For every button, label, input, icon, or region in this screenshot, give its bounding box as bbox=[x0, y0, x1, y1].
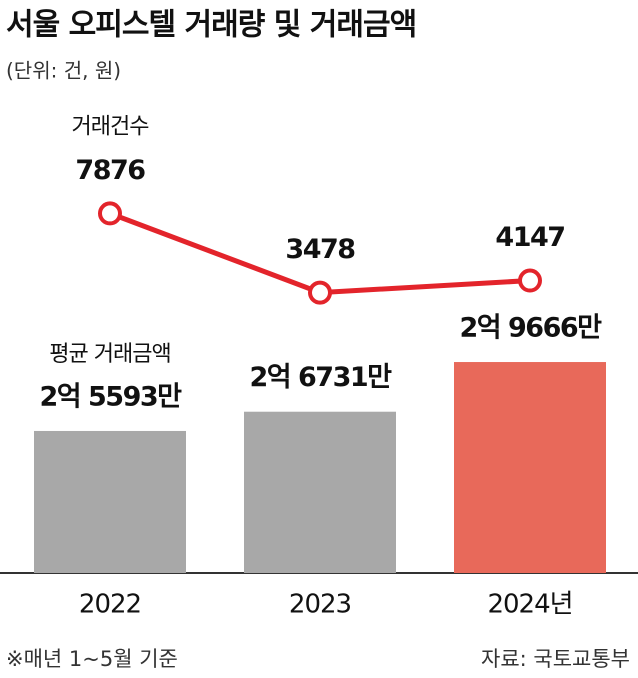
series-label: 거래건수 bbox=[72, 114, 150, 139]
value-label: 2억 6731만 bbox=[249, 362, 392, 393]
value-label: 4147 bbox=[495, 222, 564, 253]
note: ※매년 1~5월 기준 bbox=[6, 647, 178, 671]
x-tick-label: 2023 bbox=[289, 590, 351, 620]
bar bbox=[34, 430, 186, 573]
chart-subtitle: (단위: 건, 원) bbox=[6, 59, 121, 83]
value-label: 3478 bbox=[285, 234, 355, 265]
value-label: 7876 bbox=[75, 155, 145, 186]
bar bbox=[244, 411, 396, 573]
value-label: 2억 5593만 bbox=[39, 381, 182, 412]
source: 자료: 국토교통부 bbox=[481, 647, 630, 671]
value-label: 2억 9666만 bbox=[459, 313, 602, 344]
line-marker bbox=[518, 268, 542, 293]
line-marker bbox=[98, 201, 122, 226]
x-tick-label: 2022 bbox=[79, 590, 141, 620]
bar bbox=[454, 362, 606, 573]
series-label: 평균 거래금액 bbox=[49, 342, 170, 367]
x-tick-label: 2024년 bbox=[487, 590, 572, 620]
line-marker bbox=[308, 280, 332, 305]
chart-title: 서울 오피스텔 거래량 및 거래금액 bbox=[6, 8, 416, 43]
